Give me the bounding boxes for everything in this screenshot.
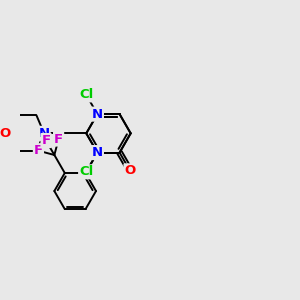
Text: N: N (92, 146, 103, 159)
Text: F: F (54, 133, 63, 146)
Text: N: N (92, 108, 103, 121)
Text: O: O (124, 164, 136, 177)
Text: Cl: Cl (79, 88, 93, 101)
Text: F: F (41, 134, 51, 147)
Text: N: N (38, 127, 50, 140)
Text: F: F (34, 144, 43, 157)
Text: O: O (0, 127, 11, 140)
Text: Cl: Cl (79, 165, 93, 178)
